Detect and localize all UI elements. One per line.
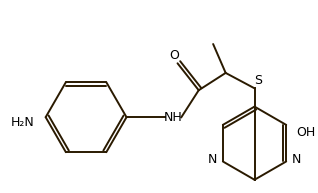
Text: N: N [292,153,301,166]
Text: N: N [208,153,217,166]
Text: H₂N: H₂N [10,115,34,129]
Text: OH: OH [296,126,315,139]
Text: NH: NH [163,111,182,124]
Text: S: S [254,74,262,87]
Text: O: O [170,49,180,62]
